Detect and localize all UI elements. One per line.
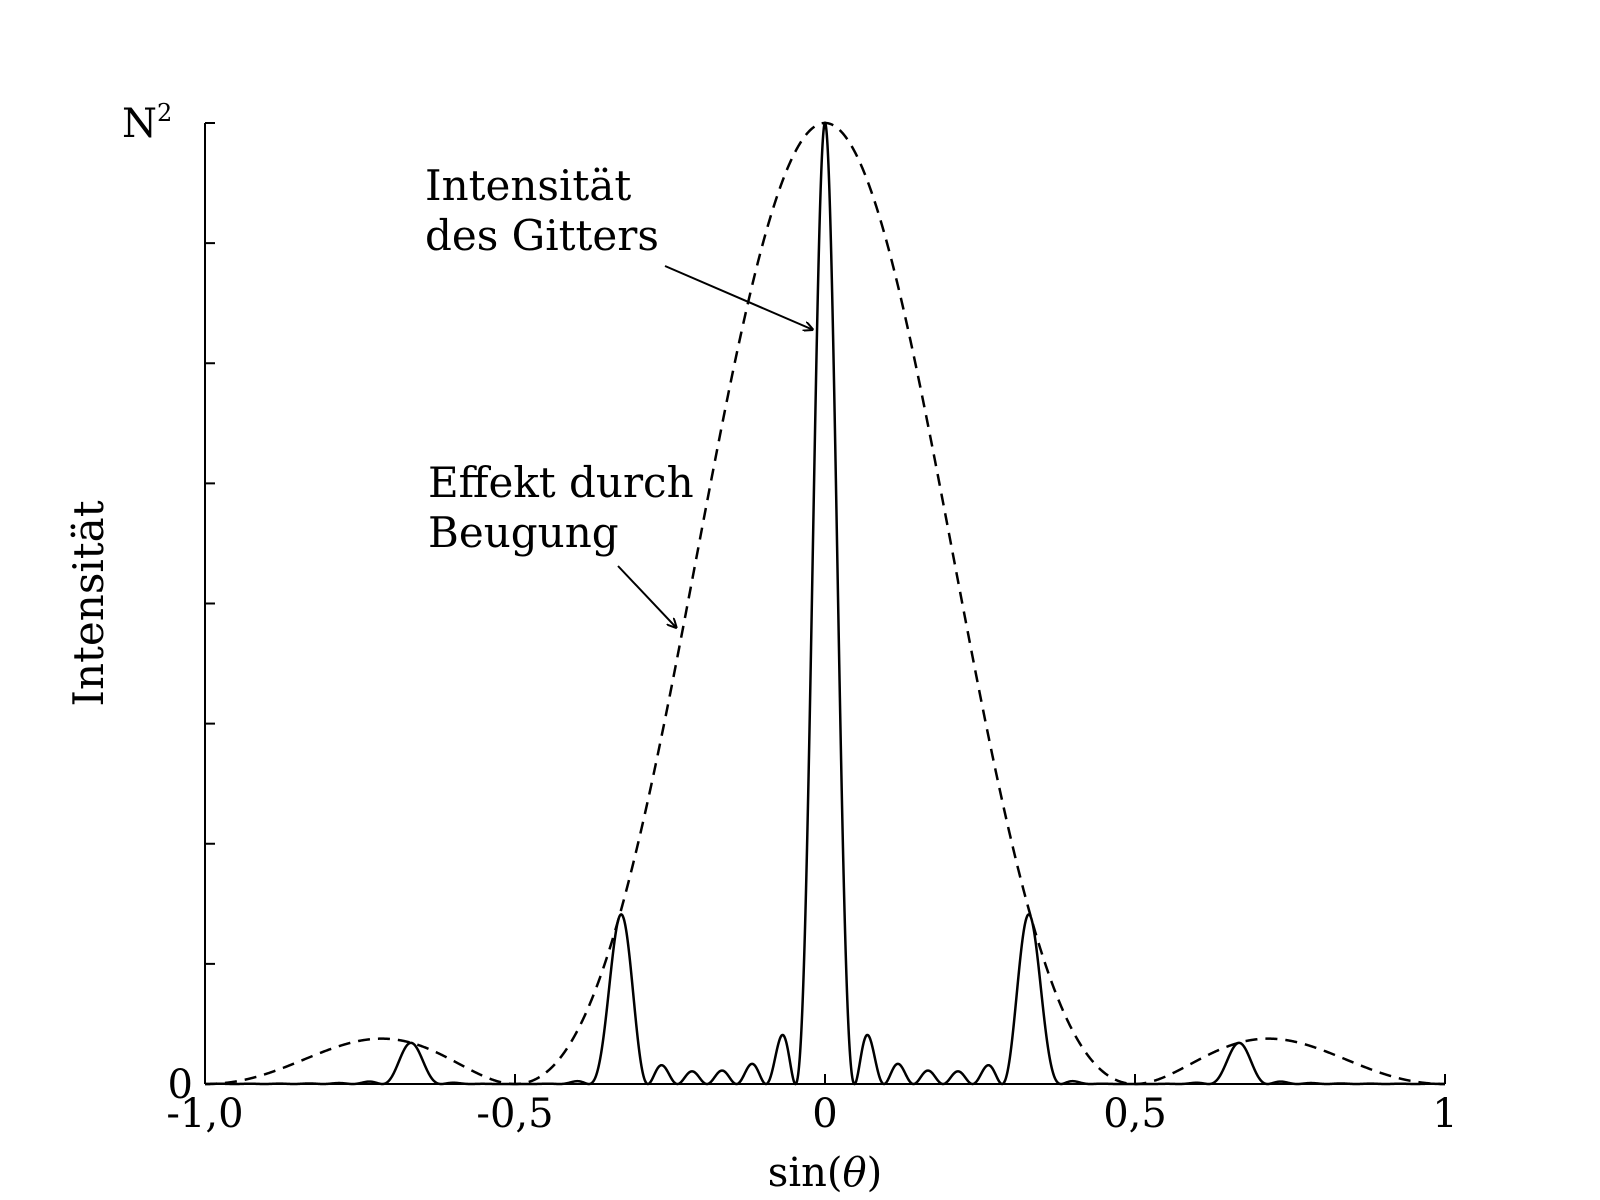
x-tick-label: -1,0 xyxy=(166,1091,243,1137)
axes: -1,0 -0,5 0 0,5 1 xyxy=(166,122,1458,1137)
y-axis-label: Intensität xyxy=(64,500,113,706)
annotation-diffraction-line-2: Beugung xyxy=(428,508,619,557)
annotation-diffraction: Effekt durch Beugung xyxy=(428,458,694,628)
x-tick-label: 1 xyxy=(1432,1091,1457,1137)
y-tick-label-max: N2 xyxy=(122,99,172,147)
annotation-grating-line-2: des Gitters xyxy=(425,211,659,260)
x-tick-label: -0,5 xyxy=(476,1091,553,1137)
annotation-diffraction-arrow xyxy=(617,565,676,628)
x-tick-label: 0,5 xyxy=(1103,1091,1167,1137)
grating-intensity-line xyxy=(205,121,1445,1086)
y-ticks xyxy=(205,122,215,1085)
series-layer xyxy=(205,121,1445,1086)
annotation-grating-arrow xyxy=(664,265,813,330)
annotation-grating-line-1: Intensität xyxy=(425,161,631,210)
annotation-grating: Intensität des Gitters xyxy=(425,161,813,330)
annotation-diffraction-line-1: Effekt durch xyxy=(428,458,694,507)
diffraction-envelope-line xyxy=(205,121,1445,1086)
x-axis-label: sin(θ) xyxy=(768,1150,882,1196)
x-tick-label: 0 xyxy=(812,1091,837,1137)
y-tick-label-zero: 0 xyxy=(168,1062,193,1108)
x-ticks: -1,0 -0,5 0 0,5 1 xyxy=(166,1074,1458,1137)
